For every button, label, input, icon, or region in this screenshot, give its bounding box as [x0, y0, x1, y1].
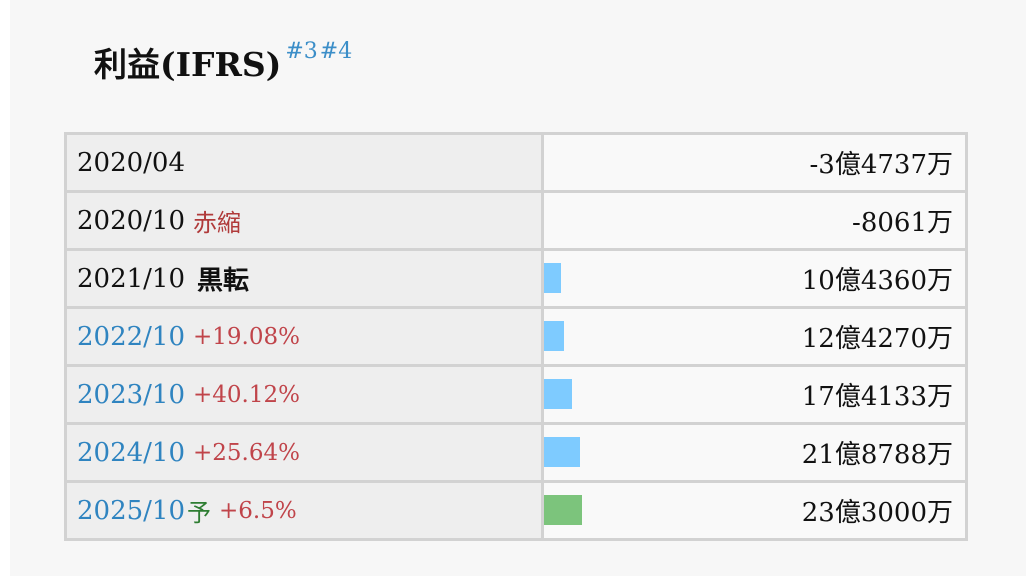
period-cell: 2021/10 黒転 [67, 251, 544, 306]
period-link[interactable]: 2022/10 [77, 321, 186, 352]
profit-value: 21億8788万 [801, 440, 953, 470]
value-cell: -8061万 [544, 193, 965, 248]
value-cell: 10億4360万 [544, 251, 965, 306]
value-cell: -3億4737万 [544, 135, 965, 190]
value-cell: 17億4133万 [544, 367, 965, 422]
period-link[interactable]: 2024/10 [77, 437, 186, 468]
profit-bar [544, 437, 580, 467]
section-title-text: 利益(IFRS) [94, 45, 282, 84]
profit-bar [544, 495, 582, 525]
profit-bar [544, 321, 564, 351]
footnote-refs: #3#4 [285, 39, 354, 64]
table-row: 2025/10 予 +6.5% 23億3000万 [67, 483, 965, 541]
period-label: 2020/10 [77, 205, 186, 236]
period-cell: 2025/10 予 +6.5% [67, 483, 544, 538]
profit-bar [544, 379, 572, 409]
status-badge: 黒転 [197, 266, 250, 296]
period-cell: 2020/10 赤縮 [67, 193, 544, 248]
profit-value: -3億4737万 [809, 150, 954, 180]
profit-bar [544, 263, 561, 293]
profit-value: 12億4270万 [801, 324, 953, 354]
profit-value: 23億3000万 [801, 498, 953, 528]
footnote-link-4[interactable]: #4 [319, 39, 353, 64]
value-cell: 23億3000万 [544, 483, 965, 538]
profit-value: 17億4133万 [801, 382, 953, 412]
status-badge: 赤縮 [193, 209, 242, 237]
profit-table: 2020/04 -3億4737万 2020/10 赤縮 -8061万 2021/1… [64, 132, 968, 541]
period-label: 2020/04 [77, 147, 186, 178]
period-link[interactable]: 2023/10 [77, 379, 186, 410]
period-cell: 2022/10 +19.08% [67, 309, 544, 364]
profit-value: -8061万 [852, 208, 953, 238]
growth-rate: +6.5% [219, 497, 297, 524]
forecast-marker: 予 [187, 499, 212, 527]
value-cell: 21億8788万 [544, 425, 965, 480]
growth-rate: +19.08% [193, 323, 300, 350]
table-row: 2024/10 +25.64% 21億8788万 [67, 425, 965, 483]
footnote-link-3[interactable]: #3 [285, 39, 318, 64]
profit-value: 10億4360万 [801, 266, 953, 296]
period-link[interactable]: 2025/10 [77, 495, 186, 526]
period-cell: 2024/10 +25.64% [67, 425, 544, 480]
growth-rate: +25.64% [193, 439, 300, 466]
period-cell: 2020/04 [67, 135, 544, 190]
table-row: 2020/10 赤縮 -8061万 [67, 193, 965, 251]
table-row: 2023/10 +40.12% 17億4133万 [67, 367, 965, 425]
period-cell: 2023/10 +40.12% [67, 367, 544, 422]
table-row: 2020/04 -3億4737万 [67, 135, 965, 193]
section-title: 利益(IFRS) #3#4 [94, 38, 354, 97]
period-label: 2021/10 [77, 263, 186, 294]
table-row: 2021/10 黒転 10億4360万 [67, 251, 965, 309]
growth-rate: +40.12% [193, 381, 300, 408]
table-row: 2022/10 +19.08% 12億4270万 [67, 309, 965, 367]
value-cell: 12億4270万 [544, 309, 965, 364]
